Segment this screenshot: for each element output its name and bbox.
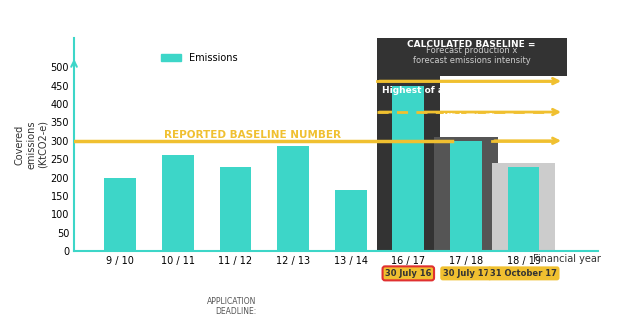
Bar (220, 167, 251, 251)
Bar (104, 178, 136, 251)
Bar (492, 163, 555, 251)
Text: APPLICATION
DEADLINE:: APPLICATION DEADLINE: (207, 297, 256, 314)
Bar (376, 67, 440, 251)
Bar (450, 141, 482, 251)
Bar (335, 191, 366, 251)
Legend: Emissions: Emissions (157, 49, 241, 67)
Y-axis label: Covered
emissions
(KtCO2-e): Covered emissions (KtCO2-e) (15, 120, 48, 169)
Text: 30 July 16: 30 July 16 (385, 269, 431, 278)
Bar (162, 155, 194, 251)
Bar (277, 146, 309, 251)
Text: Financial year: Financial year (534, 253, 602, 263)
FancyBboxPatch shape (376, 38, 567, 76)
Bar (508, 166, 539, 251)
Text: Highest of
last 2 years: Highest of last 2 years (443, 113, 498, 133)
Text: 30 July 17: 30 July 17 (443, 269, 489, 278)
Text: Forecast production x
forecast emissions intensity: Forecast production x forecast emissions… (413, 46, 531, 65)
Text: Highest of all 3 years: Highest of all 3 years (383, 85, 491, 95)
Bar (392, 85, 424, 251)
Text: CALCULATED BASELINE =: CALCULATED BASELINE = (407, 40, 536, 49)
Text: 31 October 17: 31 October 17 (490, 269, 557, 278)
Text: Last year only: Last year only (498, 115, 565, 124)
Text: REPORTED BASELINE NUMBER: REPORTED BASELINE NUMBER (164, 130, 341, 140)
Bar (434, 137, 498, 251)
